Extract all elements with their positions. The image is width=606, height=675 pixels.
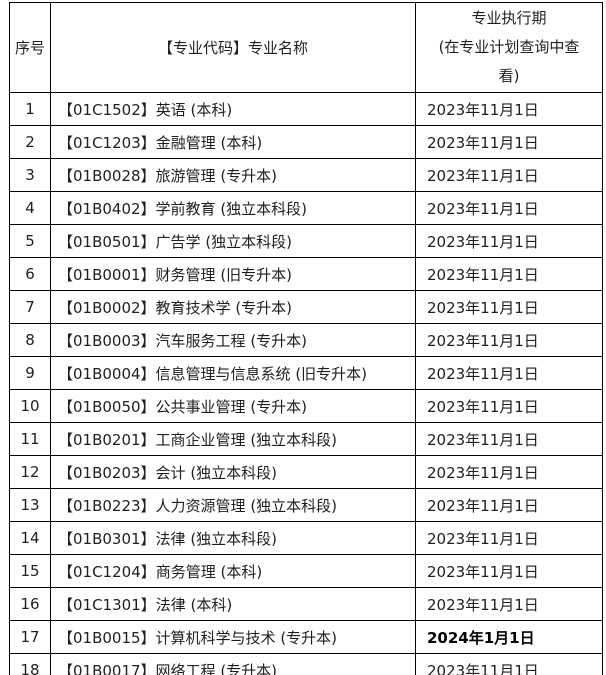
row-serial-number: 6 [9, 257, 51, 291]
execution-date: 2023年11月1日 [415, 521, 603, 555]
execution-date: 2023年11月1日 [415, 191, 603, 225]
execution-date: 2023年11月1日 [415, 488, 603, 522]
row-serial-number: 15 [9, 554, 51, 588]
major-name: 【01B0004】信息管理与信息系统 (旧专升本) [50, 356, 416, 390]
row-serial-number: 11 [9, 422, 51, 456]
table-row: 16 【01C1301】法律 (本科) 2023年11月1日 [9, 587, 603, 621]
row-serial-number: 3 [9, 158, 51, 192]
execution-date: 2023年11月1日 [415, 125, 603, 159]
execution-date: 2023年11月1日 [415, 92, 603, 126]
major-name: 【01B0223】人力资源管理 (独立本科段) [50, 488, 416, 522]
major-name: 【01B0001】财务管理 (旧专升本) [50, 257, 416, 291]
table-header-row: 序号 【专业代码】专业名称 专业执行期 (在专业计划查询中查看) [9, 2, 603, 93]
execution-date: 2023年11月1日 [415, 224, 603, 258]
row-serial-number: 13 [9, 488, 51, 522]
major-name: 【01B0017】网络工程 (专升本) [50, 653, 416, 675]
table-row: 11 【01B0201】工商企业管理 (独立本科段) 2023年11月1日 [9, 422, 603, 456]
execution-date: 2023年11月1日 [415, 323, 603, 357]
row-serial-number: 8 [9, 323, 51, 357]
row-serial-number: 5 [9, 224, 51, 258]
row-serial-number: 4 [9, 191, 51, 225]
execution-date: 2023年11月1日 [415, 158, 603, 192]
table-row: 2 【01C1203】金融管理 (本科) 2023年11月1日 [9, 125, 603, 159]
row-serial-number: 7 [9, 290, 51, 324]
row-serial-number: 12 [9, 455, 51, 489]
row-serial-number: 16 [9, 587, 51, 621]
execution-date: 2023年11月1日 [415, 653, 603, 675]
major-name: 【01B0501】广告学 (独立本科段) [50, 224, 416, 258]
row-serial-number: 17 [9, 620, 51, 654]
major-name: 【01B0028】旅游管理 (专升本) [50, 158, 416, 192]
row-serial-number: 14 [9, 521, 51, 555]
execution-date: 2024年1月1日 [415, 620, 603, 654]
table-row: 8 【01B0003】汽车服务工程 (专升本) 2023年11月1日 [9, 323, 603, 357]
major-name: 【01B0003】汽车服务工程 (专升本) [50, 323, 416, 357]
table-row: 17 【01B0015】计算机科学与技术 (专升本) 2024年1月1日 [9, 620, 603, 654]
table-row: 3 【01B0028】旅游管理 (专升本) 2023年11月1日 [9, 158, 603, 192]
table-row: 1 【01C1502】英语 (本科) 2023年11月1日 [9, 92, 603, 126]
table-row: 15 【01C1204】商务管理 (本科) 2023年11月1日 [9, 554, 603, 588]
execution-date: 2023年11月1日 [415, 455, 603, 489]
major-name: 【01C1203】金融管理 (本科) [50, 125, 416, 159]
header-major-code-name: 【专业代码】专业名称 [50, 2, 416, 93]
major-name: 【01B0002】教育技术学 (专升本) [50, 290, 416, 324]
execution-date: 2023年11月1日 [415, 389, 603, 423]
major-name: 【01B0301】法律 (独立本科段) [50, 521, 416, 555]
execution-date: 2023年11月1日 [415, 422, 603, 456]
header-execution-period-note: (在专业计划查询中查看) [438, 38, 580, 85]
major-name: 【01B0201】工商企业管理 (独立本科段) [50, 422, 416, 456]
table-row: 7 【01B0002】教育技术学 (专升本) 2023年11月1日 [9, 290, 603, 324]
major-name: 【01C1204】商务管理 (本科) [50, 554, 416, 588]
table-row: 9 【01B0004】信息管理与信息系统 (旧专升本) 2023年11月1日 [9, 356, 603, 390]
table-row: 12 【01B0203】会计 (独立本科段) 2023年11月1日 [9, 455, 603, 489]
major-name: 【01C1301】法律 (本科) [50, 587, 416, 621]
table-row: 10 【01B0050】公共事业管理 (专升本) 2023年11月1日 [9, 389, 603, 423]
major-name: 【01B0203】会计 (独立本科段) [50, 455, 416, 489]
table-row: 6 【01B0001】财务管理 (旧专升本) 2023年11月1日 [9, 257, 603, 291]
header-serial-number: 序号 [9, 2, 51, 93]
major-name: 【01B0402】学前教育 (独立本科段) [50, 191, 416, 225]
execution-date: 2023年11月1日 [415, 356, 603, 390]
table-row: 13 【01B0223】人力资源管理 (独立本科段) 2023年11月1日 [9, 488, 603, 522]
row-serial-number: 1 [9, 92, 51, 126]
major-name: 【01B0015】计算机科学与技术 (专升本) [50, 620, 416, 654]
row-serial-number: 10 [9, 389, 51, 423]
majors-table: 序号 【专业代码】专业名称 专业执行期 (在专业计划查询中查看) 1 【01C1… [9, 2, 603, 675]
table-row: 4 【01B0402】学前教育 (独立本科段) 2023年11月1日 [9, 191, 603, 225]
row-serial-number: 2 [9, 125, 51, 159]
execution-date: 2023年11月1日 [415, 290, 603, 324]
table-row: 5 【01B0501】广告学 (独立本科段) 2023年11月1日 [9, 224, 603, 258]
row-serial-number: 9 [9, 356, 51, 390]
header-execution-period: 专业执行期 (在专业计划查询中查看) [415, 2, 603, 93]
header-execution-period-title: 专业执行期 [471, 9, 547, 27]
table-row: 14 【01B0301】法律 (独立本科段) 2023年11月1日 [9, 521, 603, 555]
row-serial-number: 18 [9, 653, 51, 675]
execution-date: 2023年11月1日 [415, 554, 603, 588]
table-body: 1 【01C1502】英语 (本科) 2023年11月1日 2 【01C1203… [9, 92, 603, 675]
table-row: 18 【01B0017】网络工程 (专升本) 2023年11月1日 [9, 653, 603, 675]
major-name: 【01C1502】英语 (本科) [50, 92, 416, 126]
execution-date: 2023年11月1日 [415, 257, 603, 291]
major-name: 【01B0050】公共事业管理 (专升本) [50, 389, 416, 423]
execution-date: 2023年11月1日 [415, 587, 603, 621]
